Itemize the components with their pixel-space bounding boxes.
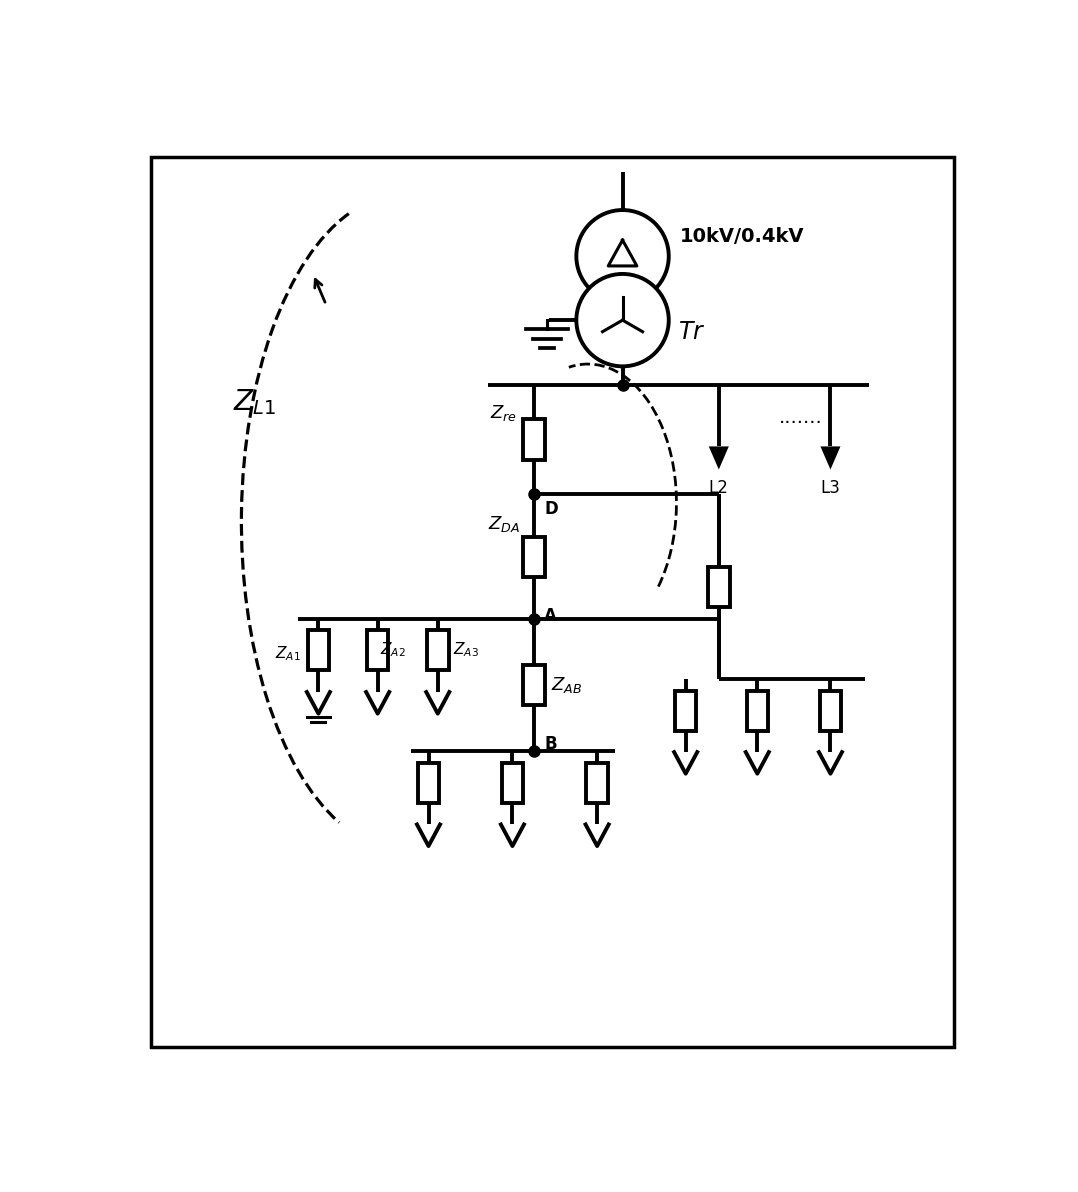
Text: $Z_{L1}$: $Z_{L1}$ xyxy=(233,387,276,417)
Text: $Z_{A1}$: $Z_{A1}$ xyxy=(275,644,301,663)
Bar xyxy=(819,690,841,731)
Text: .......: ....... xyxy=(779,408,824,427)
Bar xyxy=(523,536,544,577)
Bar xyxy=(307,631,329,670)
Text: $Z_{DA}$: $Z_{DA}$ xyxy=(488,514,520,534)
Polygon shape xyxy=(709,447,729,470)
Bar xyxy=(523,420,544,459)
Circle shape xyxy=(577,210,668,303)
Bar xyxy=(367,631,388,670)
Bar xyxy=(427,631,448,670)
Circle shape xyxy=(577,274,668,366)
Text: $Tr$: $Tr$ xyxy=(678,319,705,343)
Bar xyxy=(417,763,440,803)
Text: L3: L3 xyxy=(820,479,841,497)
Text: A: A xyxy=(544,607,557,625)
Bar xyxy=(523,665,544,706)
Polygon shape xyxy=(820,447,841,470)
Bar xyxy=(708,566,730,607)
Bar xyxy=(747,690,769,731)
Text: D: D xyxy=(544,501,557,519)
Text: $Z_{AB}$: $Z_{AB}$ xyxy=(551,675,582,695)
Text: L2: L2 xyxy=(709,479,729,497)
Text: B: B xyxy=(544,734,556,752)
Text: $Z_{A2}$: $Z_{A2}$ xyxy=(381,640,405,659)
Text: $Z_{re}$: $Z_{re}$ xyxy=(489,403,517,422)
Text: 10kV/0.4kV: 10kV/0.4kV xyxy=(680,228,805,247)
Bar xyxy=(501,763,523,803)
Text: $Z_{A3}$: $Z_{A3}$ xyxy=(453,640,479,659)
Bar xyxy=(586,763,608,803)
Bar xyxy=(675,690,696,731)
